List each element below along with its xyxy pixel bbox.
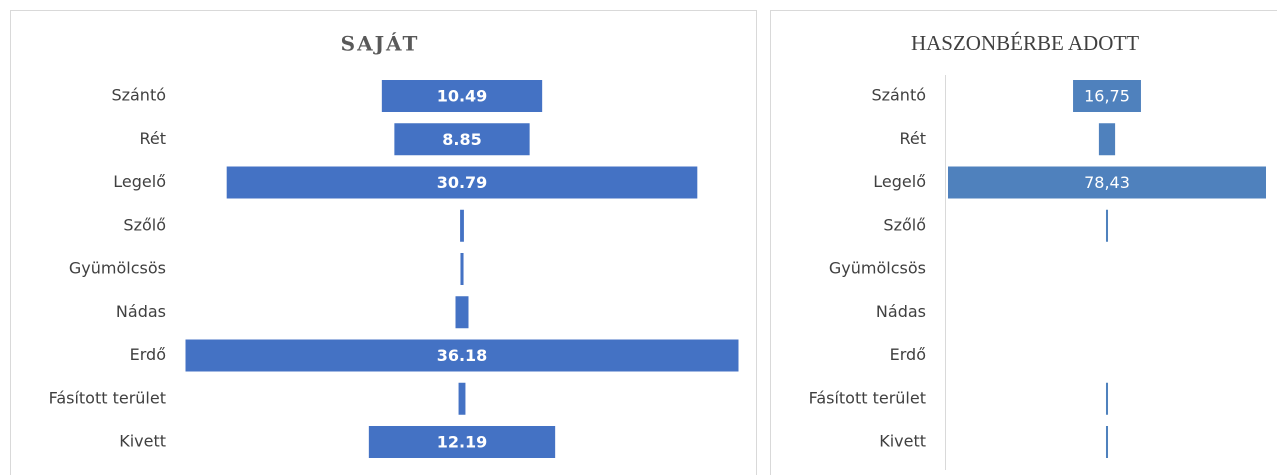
category-label: Gyümölcsös — [69, 259, 166, 278]
bar — [1105, 209, 1109, 242]
value-label: 8.85 — [442, 130, 481, 149]
category-label: Legelő — [113, 172, 166, 191]
bar — [1098, 123, 1116, 156]
category-label: Nádas — [116, 302, 166, 321]
bar — [455, 296, 469, 329]
chart-title: SAJÁT — [341, 32, 420, 56]
category-label: Fásított terület — [49, 388, 166, 407]
value-label: 10.49 — [437, 87, 488, 106]
bar — [1105, 382, 1109, 415]
bar — [1073, 80, 1141, 112]
category-label: Rét — [139, 129, 166, 148]
category-label: Kivett — [119, 432, 166, 451]
category-label: Erdő — [890, 345, 926, 364]
bar — [226, 166, 698, 199]
value-label: 78,43 — [1084, 173, 1130, 192]
category-label: Szőlő — [123, 215, 166, 234]
bar — [458, 382, 466, 415]
category-label: Gyümölcsös — [829, 259, 926, 278]
category-label: Szántó — [871, 86, 926, 105]
category-label: Nádas — [876, 302, 926, 321]
value-label: 12.19 — [437, 433, 488, 452]
category-label: Fásított terület — [809, 388, 926, 407]
bar — [1105, 426, 1109, 458]
value-label: 16,75 — [1084, 87, 1130, 106]
panel — [770, 10, 1277, 475]
bar — [381, 80, 543, 112]
value-label: 36.18 — [437, 346, 488, 365]
bar — [368, 426, 556, 458]
bar — [394, 123, 530, 156]
category-label: Erdő — [130, 345, 166, 364]
value-label: 30.79 — [437, 173, 488, 192]
category-label: Szántó — [111, 86, 166, 105]
category-label: Szőlő — [883, 215, 926, 234]
bar — [185, 339, 739, 372]
category-label: Legelő — [873, 172, 926, 191]
category-label: Rét — [899, 129, 926, 148]
category-label: Kivett — [879, 432, 926, 451]
chart-title: HASZONBÉRBE ADOTT — [911, 31, 1139, 55]
bar — [948, 166, 1266, 199]
bar — [460, 253, 464, 285]
bar — [460, 209, 464, 242]
